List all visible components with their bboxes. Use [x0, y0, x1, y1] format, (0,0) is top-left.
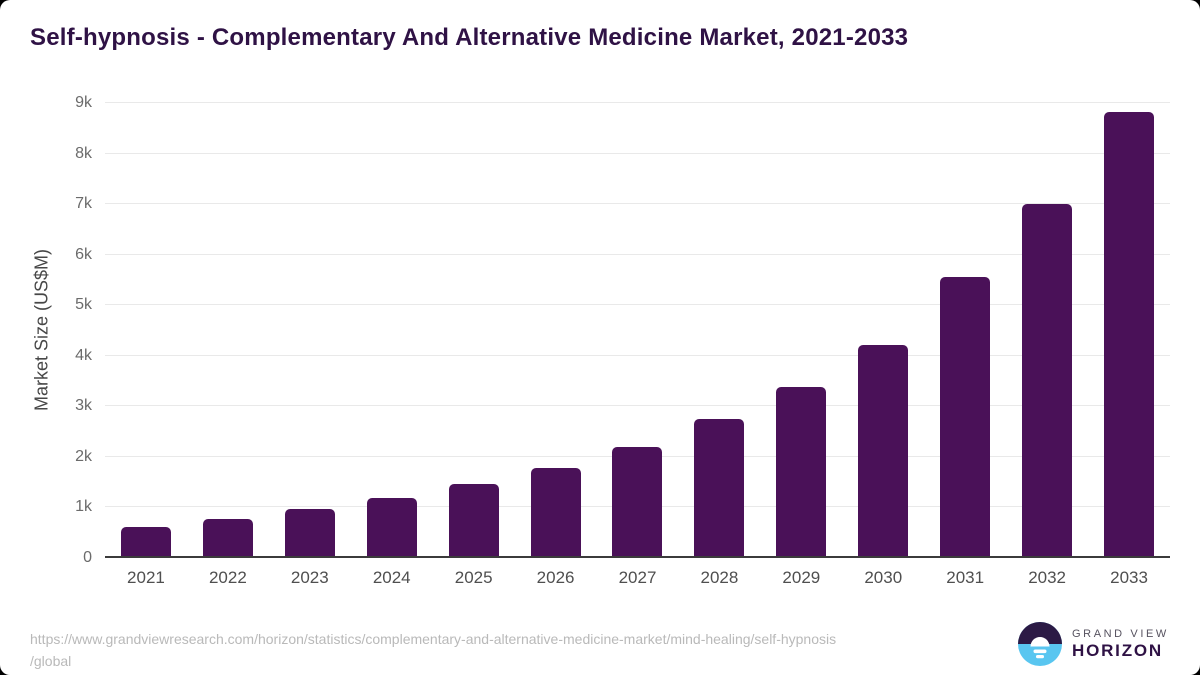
bar-2022[interactable]	[202, 518, 253, 558]
x-tick-label-2030: 2030	[864, 568, 903, 587]
bar-band-2030	[842, 103, 924, 558]
y-tick-label-8k: 8k	[75, 144, 92, 162]
x-tick-label-2031: 2031	[946, 568, 985, 587]
bars-container	[105, 103, 1170, 558]
bar-band-2029	[760, 103, 842, 558]
gridline-7k	[105, 203, 1170, 205]
grandview-horizon-logo: GRAND VIEW HORIZON	[1018, 622, 1169, 666]
x-tick-label-2024: 2024	[372, 568, 411, 587]
bar-2021[interactable]	[120, 526, 171, 558]
bar-band-2033	[1088, 103, 1170, 558]
page-title: Self-hypnosis - Complementary And Altern…	[30, 24, 909, 51]
x-tick-label-2021: 2021	[127, 568, 165, 587]
bar-band-2027	[597, 103, 679, 558]
bar-2025[interactable]	[448, 484, 499, 558]
y-tick-label-6k: 6k	[75, 245, 92, 263]
source-url: https://www.grandviewresearch.com/horizo…	[30, 628, 960, 672]
y-tick-label-2k: 2k	[75, 447, 92, 465]
bar-2032[interactable]	[1022, 203, 1073, 558]
bar-2029[interactable]	[776, 387, 827, 558]
x-tick-label-2033: 2033	[1110, 568, 1148, 587]
x-tick-label-2029: 2029	[782, 568, 821, 587]
x-axis-tick-labels: 2021 2022 2023 2024 2025 2026 2027 2028 2029 2030…	[105, 568, 1170, 588]
bar-2023[interactable]	[284, 509, 335, 558]
bar-band-2026	[515, 103, 597, 558]
bar-band-2023	[269, 103, 351, 558]
gridline-3k	[105, 405, 1170, 407]
horizon-logo-icon	[1018, 622, 1062, 666]
gridline-0	[105, 556, 1170, 558]
bar-band-2024	[351, 103, 433, 558]
gridline-6k	[105, 253, 1170, 255]
gridline-5k	[105, 304, 1170, 306]
y-tick-label-3k: 3k	[75, 397, 92, 415]
source-url-line1: https://www.grandviewresearch.com/horizo…	[30, 631, 837, 647]
gridline-8k	[105, 152, 1170, 154]
bar-band-2028	[678, 103, 760, 558]
bar-band-2021	[105, 103, 187, 558]
bar-2031[interactable]	[940, 277, 991, 558]
gridline-9k	[105, 102, 1170, 103]
bar-2030[interactable]	[858, 344, 909, 558]
bar-2024[interactable]	[366, 498, 417, 558]
bar-band-2022	[187, 103, 269, 558]
source-url-line2: /global	[30, 653, 72, 669]
y-tick-label-0: 0	[83, 549, 92, 566]
bar-2028[interactable]	[694, 419, 745, 558]
y-tick-label-7k: 7k	[75, 195, 92, 213]
bar-band-2032	[1006, 103, 1088, 558]
bar-band-2031	[924, 103, 1006, 558]
x-tick-label-2028: 2028	[700, 568, 739, 587]
y-tick-label-4k: 4k	[75, 346, 92, 364]
logo-text: GRAND VIEW HORIZON	[1072, 628, 1169, 661]
bar-2026[interactable]	[530, 467, 581, 558]
logo-grand-view-label: GRAND VIEW	[1072, 627, 1169, 640]
y-tick-label-1k: 1k	[75, 498, 92, 516]
x-tick-label-2026: 2026	[536, 568, 575, 587]
x-tick-label-2023: 2023	[290, 568, 329, 587]
logo-horizon-label: HORIZON	[1072, 640, 1163, 660]
x-tick-label-2022: 2022	[208, 568, 247, 587]
x-tick-label-2027: 2027	[618, 568, 657, 587]
bar-band-2025	[433, 103, 515, 558]
y-tick-label-9k: 9k	[75, 94, 92, 111]
y-tick-label-5k: 5k	[75, 296, 92, 314]
bar-2033[interactable]	[1104, 112, 1155, 558]
gridline-4k	[105, 354, 1170, 356]
y-axis-tick-labels: 0 1k 2k 3k 4k 5k 6k 7k 8k 9k	[0, 94, 92, 566]
plot-area	[105, 102, 1170, 558]
bar-2027[interactable]	[612, 446, 663, 558]
x-tick-label-2025: 2025	[454, 568, 493, 587]
x-tick-label-2032: 2032	[1028, 568, 1067, 587]
